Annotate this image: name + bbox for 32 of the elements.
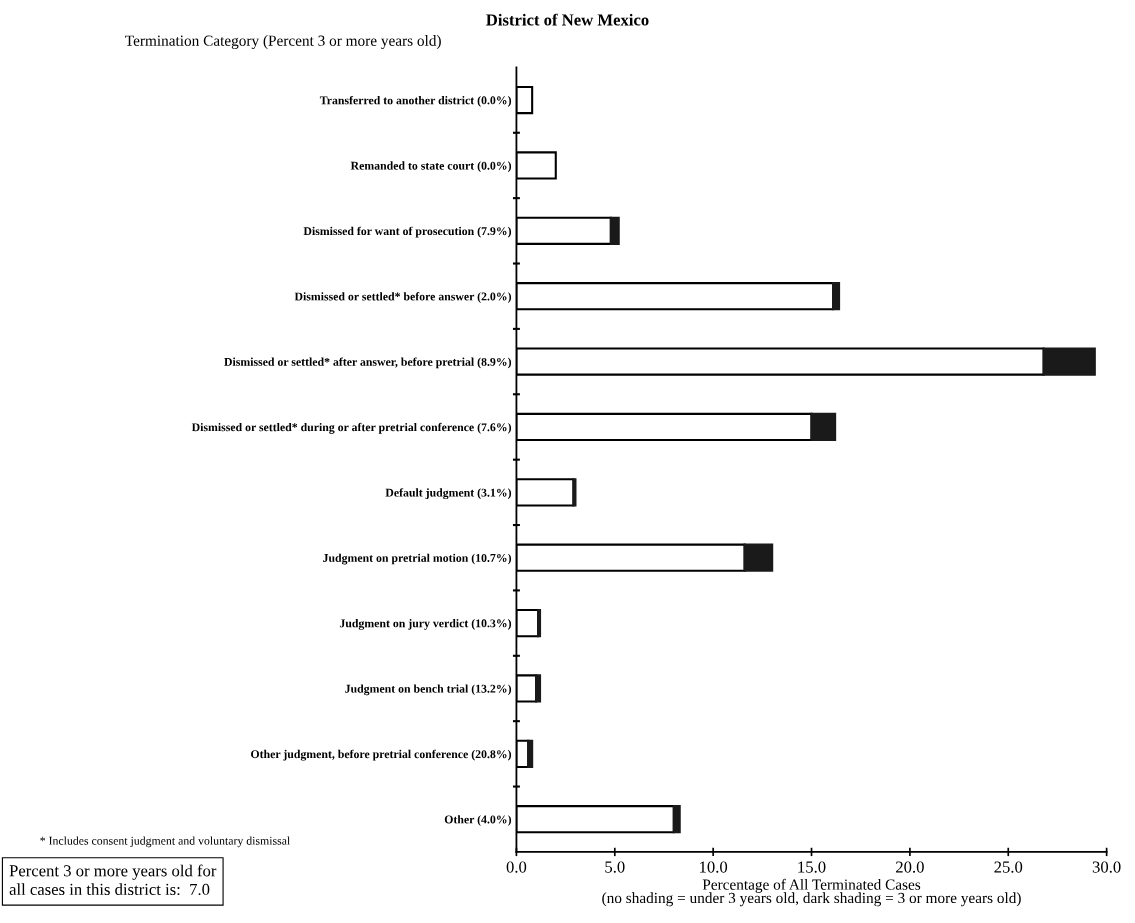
bar [672, 805, 681, 834]
bar [1042, 347, 1096, 376]
text: * Includes consent judgment and voluntary dismissal [40, 836, 290, 848]
bar [832, 282, 841, 311]
y-tick-label: Remanded to state court (0.0%) [350, 161, 512, 173]
x-tick-label: 25.0 [994, 861, 1023, 873]
y-tick-label: Judgment on bench trial (13.2%) [345, 684, 512, 696]
x-tick-label: 0.0 [506, 861, 527, 873]
y-tick-label: Other judgment, before pretrial conference (20.8%) [251, 749, 512, 761]
y-tick-label: Judgment on jury verdict (10.3%) [339, 619, 512, 630]
chart-title: District of New Mexico [486, 13, 649, 26]
y-tick-label: Dismissed or settled* before answer (2.0%) [294, 292, 512, 303]
y-tick-label: Judgment on pretrial motion (10.7%) [323, 553, 512, 565]
y-tick-label: Transferred to another district (0.0%) [319, 95, 512, 107]
y-axis-title: Termination Category (Percent 3 or more years old) [125, 35, 441, 49]
bar [535, 674, 542, 703]
text: Percent 3 or more years old for all cases in this district is: 7.0 [9, 864, 217, 896]
y-tick-label: Default judgment (3.1%) [385, 488, 512, 500]
x-tick-label: 30.0 [1092, 861, 1121, 873]
x-tick-label: 20.0 [896, 861, 924, 873]
x-tick-label: 5.0 [605, 861, 625, 873]
bar [609, 216, 620, 245]
y-tick-label: Dismissed or settled* during or after pretrial conference (7.6%) [191, 422, 512, 434]
bar [527, 739, 534, 768]
bar [810, 412, 837, 442]
x-axis-title: Percentage of All Terminated Cases (no shading = under 3 years old, dark shading = 3 or more years old) [602, 878, 1021, 907]
x-tick-label: 10.0 [700, 861, 728, 873]
y-tick-label: Dismissed or settled* after answer, before pretrial (8.9%) [224, 357, 512, 369]
x-tick-label: 15.0 [798, 861, 826, 873]
bar [743, 543, 774, 572]
y-tick-label: Dismissed for want of prosecution (7.9%) [303, 226, 512, 238]
y-tick-label: Other (4.0%) [444, 815, 512, 826]
